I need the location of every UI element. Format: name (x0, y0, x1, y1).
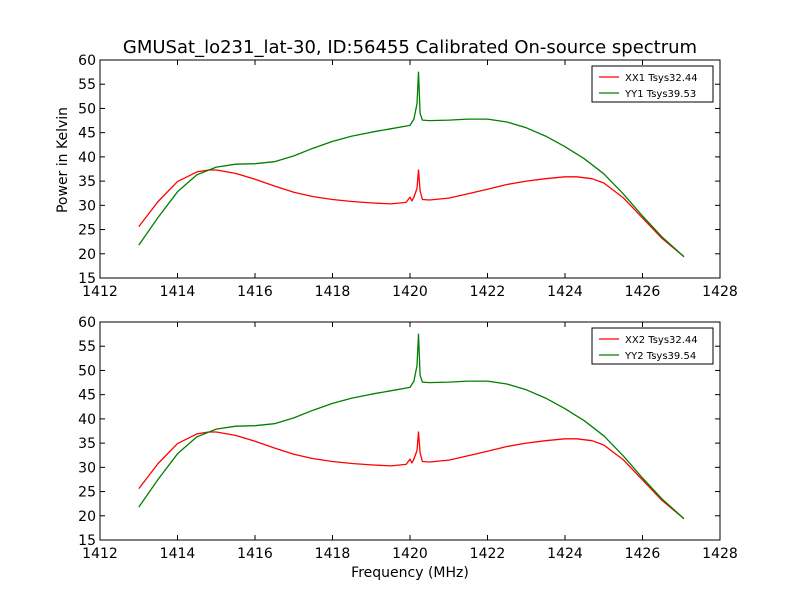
y-tick-label: 30 (78, 460, 96, 476)
x-tick-label: 1416 (237, 546, 273, 562)
y-tick-label: 55 (78, 77, 96, 93)
y-tick-label: 15 (78, 533, 96, 549)
x-tick-label: 1420 (392, 546, 428, 562)
x-tick-label: 1420 (392, 284, 428, 300)
y-tick-label: 20 (78, 247, 96, 263)
y-tick-label: 60 (78, 315, 96, 331)
bottom-subplot: 1412 1414 1416 1418 1420 1422 1424 1426 1428 15 20… (78, 315, 738, 562)
y-tick-label: 50 (78, 363, 96, 379)
x-tick-label: 1414 (160, 284, 196, 300)
x-tick-label: 1428 (702, 546, 738, 562)
y-tick-label: 20 (78, 509, 96, 525)
x-tick-label: 1414 (160, 546, 196, 562)
y-tick-label: 45 (78, 126, 96, 142)
x-tick-label: 1428 (702, 284, 738, 300)
legend-label: XX2 Tsys32.44 (625, 335, 698, 346)
x-tick-label: 1412 (82, 284, 118, 300)
figure-title: GMUSat_lo231_lat-30, ID:56455 Calibrated… (123, 37, 697, 58)
x-tick-label: 1418 (315, 284, 351, 300)
y-tick-label: 40 (78, 150, 96, 166)
x-tick-label: 1416 (237, 284, 273, 300)
x-tick-label: 1426 (625, 284, 661, 300)
y-tick-label: 60 (78, 53, 96, 69)
y-tick-label: 45 (78, 388, 96, 404)
legend-box (591, 65, 714, 103)
x-tick-label: 1412 (82, 546, 118, 562)
top-subplot: 1412 1414 1416 1418 1420 1422 1424 1426 1428 15 20… (78, 53, 738, 300)
x-tick-label: 1424 (547, 546, 583, 562)
x-tick-label: 1422 (470, 284, 506, 300)
y-tick-label: 30 (78, 198, 96, 214)
x-tick-label: 1426 (625, 546, 661, 562)
legend-box (591, 327, 714, 365)
x-tick-label: 1418 (315, 546, 351, 562)
x-axis-label: Frequency (MHz) (351, 565, 469, 581)
series-line-yy-2 (138, 333, 685, 520)
legend-label: XX1 Tsys32.44 (625, 73, 698, 84)
legend-label: YY1 Tsys39.53 (624, 89, 696, 100)
y-tick-label: 25 (78, 223, 96, 239)
y-tick-label: 25 (78, 485, 96, 501)
y-axis-label: Power in Kelvin (55, 107, 71, 213)
y-tick-label: 40 (78, 412, 96, 428)
y-tick-label: 35 (78, 436, 96, 452)
y-tick-label: 15 (78, 271, 96, 287)
y-tick-label: 55 (78, 339, 96, 355)
x-tick-label: 1424 (547, 284, 583, 300)
series-line-xx-1 (138, 169, 685, 258)
y-tick-label: 50 (78, 101, 96, 117)
series-line-yy-1 (138, 71, 685, 258)
legend-label: YY2 Tsys39.54 (624, 351, 696, 362)
y-tick-label: 35 (78, 174, 96, 190)
x-tick-label: 1422 (470, 546, 506, 562)
series-line-xx-2 (138, 431, 685, 520)
